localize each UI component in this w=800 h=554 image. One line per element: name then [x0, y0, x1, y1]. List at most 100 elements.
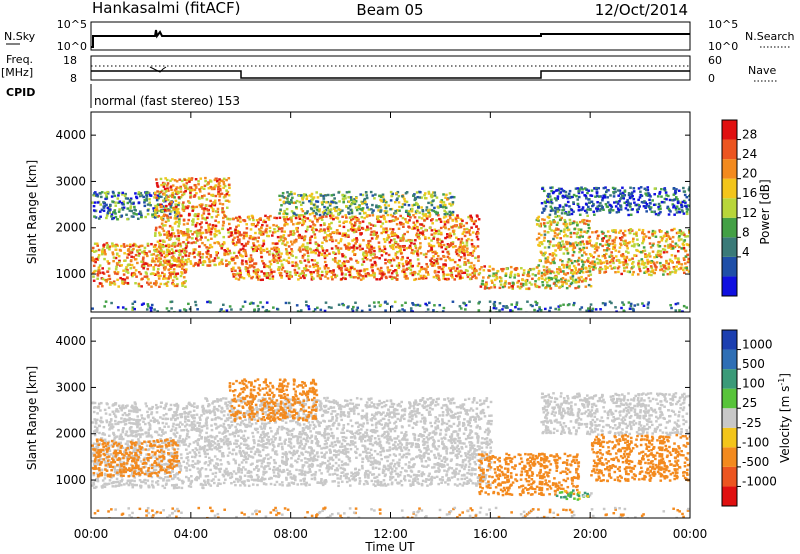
power-cell	[180, 179, 184, 183]
power-cell	[200, 205, 203, 208]
power-cell	[594, 230, 598, 234]
power-cell	[418, 270, 421, 273]
power-cell	[663, 248, 667, 252]
power-cell	[358, 228, 361, 232]
power-cell	[304, 300, 308, 303]
power-cell	[141, 258, 145, 261]
power-cell	[127, 253, 131, 256]
power-cell	[282, 258, 286, 262]
power-cell	[554, 210, 558, 213]
power-cell	[521, 282, 525, 286]
power-cell	[419, 191, 422, 194]
power-cell	[625, 204, 629, 207]
nsky-left-tick-top: 10^5	[57, 18, 87, 31]
power-cell	[117, 261, 121, 264]
power-cell	[399, 214, 402, 218]
power-cell	[373, 305, 377, 308]
power-cell	[677, 236, 681, 239]
power-cell	[395, 277, 399, 281]
power-cell	[459, 256, 463, 259]
power-cell	[339, 238, 343, 241]
power-cell	[385, 210, 389, 213]
power-cell	[576, 198, 580, 201]
power-cell	[586, 208, 589, 211]
power-cell	[417, 233, 421, 236]
power-cell	[429, 201, 433, 204]
power-cell	[399, 223, 403, 226]
power-cell	[611, 242, 614, 245]
power-cell	[213, 232, 217, 236]
power-cell	[651, 250, 655, 253]
power-cell	[243, 249, 246, 253]
power-cell	[169, 210, 173, 213]
power-cell	[687, 259, 690, 262]
power-cell	[162, 245, 166, 248]
power-cell	[194, 186, 198, 189]
power-cell	[132, 273, 135, 277]
power-cell	[578, 247, 582, 251]
power-cell	[448, 192, 452, 195]
power-cell	[160, 217, 163, 220]
power-cell	[180, 263, 184, 267]
power-cell	[392, 270, 395, 273]
power-cell	[176, 211, 180, 215]
power-cell	[364, 274, 368, 278]
power-cell	[474, 256, 477, 260]
power-cell	[649, 246, 653, 249]
power-cell	[290, 218, 293, 221]
power-cell	[265, 247, 269, 251]
power-cell	[284, 248, 288, 251]
power-cell	[173, 263, 177, 267]
power-cell	[451, 258, 455, 262]
power-cell	[145, 199, 148, 202]
power-cell	[593, 260, 596, 263]
power-cell	[682, 271, 686, 275]
power-cell	[383, 247, 387, 251]
power-cell	[566, 234, 569, 238]
power-cell	[660, 268, 664, 271]
power-cell	[106, 212, 110, 215]
power-cell	[430, 248, 434, 251]
power-cell	[128, 200, 132, 203]
power-cell	[590, 265, 594, 269]
power-cell	[458, 258, 461, 262]
power-cell	[633, 304, 637, 307]
power-cell	[622, 303, 626, 306]
power-cell	[312, 310, 316, 312]
power-cell	[161, 271, 164, 275]
power-cell	[539, 308, 543, 312]
power-cell	[454, 250, 458, 254]
power-cell	[113, 209, 117, 212]
power-cell	[605, 205, 609, 208]
power-cell	[339, 264, 343, 267]
power-cell	[312, 263, 315, 266]
power-cell	[137, 245, 141, 249]
power-cell	[168, 203, 171, 206]
power-cell	[368, 304, 371, 308]
power-cell	[395, 264, 399, 267]
power-cell	[578, 271, 582, 275]
power-cell	[206, 208, 210, 212]
power-cell	[604, 302, 607, 305]
power-cell	[207, 264, 210, 267]
power-cell	[295, 213, 298, 217]
power-cell	[676, 261, 679, 264]
power-cell	[557, 208, 561, 212]
power-cell	[585, 211, 589, 214]
power-cell	[548, 192, 551, 196]
power-cell	[343, 260, 346, 263]
power-cell	[596, 205, 599, 208]
power-cell	[632, 270, 635, 274]
power-cell	[308, 236, 312, 240]
power-cell	[166, 198, 170, 202]
power-cell	[419, 242, 422, 245]
power-cell	[244, 260, 248, 263]
power-cell	[121, 206, 124, 210]
power-cell	[434, 252, 437, 255]
nsearch-label: N.Search	[745, 30, 795, 43]
power-cell	[568, 242, 572, 245]
power-cell	[150, 253, 154, 256]
power-cell	[354, 276, 357, 279]
power-cell	[191, 233, 194, 236]
power-cell	[254, 262, 258, 265]
